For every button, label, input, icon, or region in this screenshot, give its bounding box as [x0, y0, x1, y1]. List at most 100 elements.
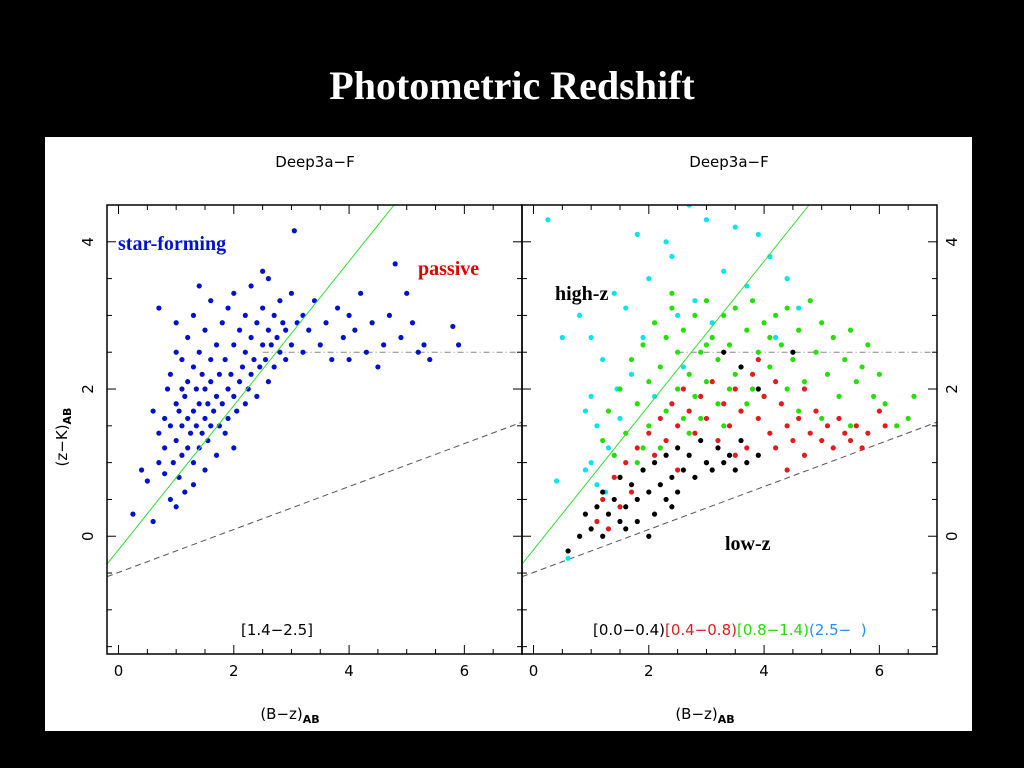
data-point-z_0.0_0.4 — [582, 511, 589, 517]
data-point-star_forming — [283, 327, 289, 333]
data-point-z_0.0_0.4 — [686, 452, 692, 458]
right-selection-line — [522, 205, 810, 565]
data-point-z_0.4_0.8 — [623, 460, 629, 466]
redshift-legend: [0.0−0.4)[0.4−0.8)[0.8−1.4)(2.5− ) — [593, 621, 867, 639]
data-point-star_forming — [363, 349, 369, 355]
data-point-z_0.8_1.4 — [744, 401, 750, 407]
data-point-star_forming — [421, 342, 427, 348]
data-point-z_0.0_0.4 — [755, 452, 761, 458]
data-point-star_forming — [323, 320, 329, 326]
data-point-z_0.0_0.4 — [577, 533, 583, 539]
data-point-z_0.8_1.4 — [692, 393, 698, 399]
data-point-star_forming — [199, 430, 205, 436]
data-point-z_0.8_1.4 — [767, 364, 773, 370]
data-point-z_0.8_1.4 — [703, 379, 710, 385]
x-tick-label: 0 — [529, 662, 539, 680]
data-point-star_forming — [271, 364, 277, 370]
y-tick-label: 2 — [79, 384, 97, 394]
x-tick-label: 2 — [644, 662, 654, 680]
figure-panel: Deep3a−F [1.4−2.5] star-forming passive … — [45, 137, 972, 731]
data-point-star_forming — [231, 290, 237, 296]
data-point-z_0.8_1.4 — [755, 349, 761, 355]
data-point-z_0.8_1.4 — [761, 320, 767, 326]
data-point-z_0.8_1.4 — [732, 305, 738, 311]
data-point-z_2.5_plus — [553, 478, 560, 484]
data-point-z_0.0_0.4 — [623, 526, 629, 532]
data-point-z_0.4_0.8 — [726, 423, 733, 429]
data-point-z_0.4_0.8 — [732, 386, 738, 392]
data-point-z_0.8_1.4 — [715, 356, 721, 363]
data-point-z_2.5_plus — [721, 268, 727, 274]
data-point-z_0.4_0.8 — [715, 437, 721, 444]
data-point-z_0.8_1.4 — [830, 334, 836, 341]
data-point-z_0.8_1.4 — [600, 437, 606, 444]
data-point-z_0.8_1.4 — [657, 445, 663, 451]
data-point-star_forming — [225, 386, 231, 392]
data-point-z_0.8_1.4 — [605, 408, 612, 414]
x-tick-label: 2 — [229, 662, 239, 680]
passive-label: passive — [418, 258, 479, 280]
data-point-z_0.4_0.8 — [761, 393, 767, 399]
data-point-z_0.8_1.4 — [680, 327, 686, 333]
data-point-star_forming — [187, 430, 194, 436]
data-point-z_0.8_1.4 — [675, 349, 681, 355]
data-point-z_0.0_0.4 — [744, 460, 750, 466]
data-point-z_0.0_0.4 — [732, 467, 738, 473]
data-point-star_forming — [260, 305, 266, 311]
data-point-star_forming — [455, 342, 462, 348]
left-plot-marks — [107, 205, 522, 578]
data-point-z_2.5_plus — [582, 467, 589, 473]
data-point-star_forming — [262, 356, 269, 363]
data-point-z_0.4_0.8 — [600, 496, 606, 503]
data-point-star_forming — [173, 504, 179, 510]
data-point-star_forming — [205, 401, 211, 407]
data-point-z_0.8_1.4 — [628, 356, 635, 363]
data-point-star_forming — [190, 460, 197, 466]
data-point-z_0.0_0.4 — [646, 533, 652, 539]
data-point-z_0.0_0.4 — [600, 489, 606, 495]
data-point-z_2.5_plus — [588, 460, 594, 466]
data-point-z_2.5_plus — [773, 334, 779, 341]
data-point-z_0.4_0.8 — [692, 430, 698, 436]
data-point-z_2.5_plus — [617, 415, 623, 422]
data-point-z_0.0_0.4 — [617, 474, 623, 480]
data-point-z_0.8_1.4 — [669, 290, 675, 296]
data-point-star_forming — [144, 478, 150, 484]
data-point-star_forming — [156, 430, 162, 436]
data-point-star_forming — [234, 408, 240, 414]
data-point-z_0.0_0.4 — [755, 386, 761, 392]
data-point-z_0.4_0.8 — [842, 430, 848, 436]
data-point-z_0.0_0.4 — [588, 526, 594, 532]
data-point-z_0.4_0.8 — [721, 401, 727, 407]
data-point-star_forming — [375, 364, 381, 370]
data-point-star_forming — [213, 393, 220, 399]
y-tick-label: 0 — [943, 531, 961, 541]
scatter-plots: Deep3a−F [1.4−2.5] star-forming passive … — [53, 153, 961, 726]
data-point-z_0.0_0.4 — [565, 548, 571, 554]
data-point-star_forming — [219, 401, 225, 407]
data-point-z_0.8_1.4 — [726, 342, 733, 348]
data-point-z_0.8_1.4 — [692, 312, 698, 319]
data-point-z_0.4_0.8 — [847, 437, 854, 444]
data-point-star_forming — [248, 371, 254, 377]
data-point-star_forming — [415, 349, 421, 355]
data-point-star_forming — [222, 430, 228, 436]
data-point-z_0.8_1.4 — [784, 386, 790, 392]
data-point-z_0.8_1.4 — [623, 430, 629, 436]
data-point-z_2.5_plus — [588, 393, 594, 399]
left-x-axis-label-sub: AB — [303, 713, 320, 726]
data-point-z_0.0_0.4 — [738, 364, 744, 370]
data-point-star_forming — [179, 423, 185, 429]
data-point-z_2.5_plus — [594, 423, 600, 429]
data-point-star_forming — [162, 415, 168, 422]
data-point-z_0.0_0.4 — [669, 504, 675, 510]
y-tick-label: 0 — [79, 531, 97, 541]
data-point-z_0.4_0.8 — [628, 489, 635, 495]
data-point-z_2.5_plus — [646, 276, 652, 282]
data-point-z_0.0_0.4 — [623, 504, 629, 510]
data-point-z_2.5_plus — [675, 312, 681, 319]
data-point-star_forming — [222, 356, 228, 363]
data-point-z_0.8_1.4 — [773, 312, 779, 319]
data-point-star_forming — [185, 379, 191, 385]
data-point-star_forming — [156, 460, 162, 466]
